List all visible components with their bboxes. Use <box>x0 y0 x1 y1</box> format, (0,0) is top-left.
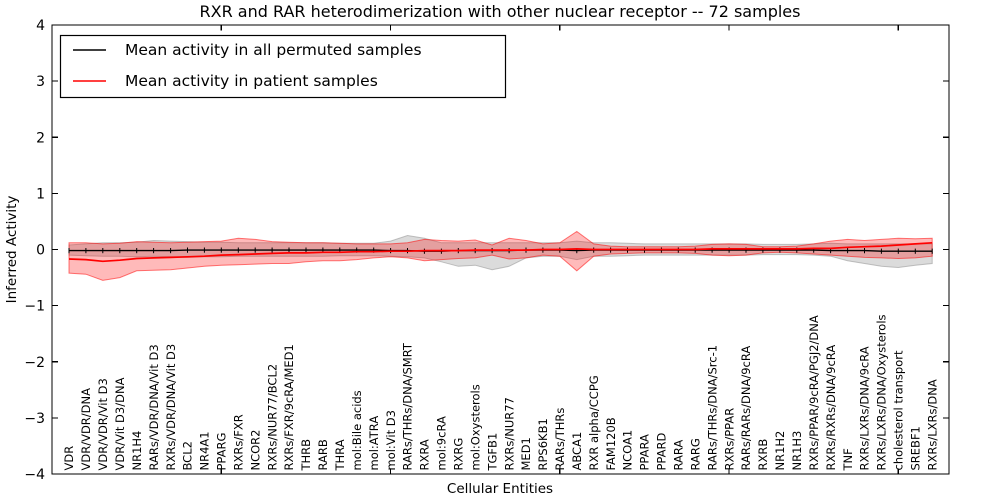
legend-label-patient: Mean activity in patient samples <box>125 72 378 90</box>
x-category-label: RARs/THRs <box>553 408 567 471</box>
x-category-label: THRA <box>333 439 347 471</box>
x-category-label: mol:ATRA <box>367 416 381 471</box>
y-tick-labels: 4 3 2 1 0 −1 −2 −3 −4 <box>24 18 45 483</box>
x-category-label: RXRs/PPAR/9cRA/PGJ2/DNA <box>807 315 821 470</box>
x-category-label: THRB <box>299 439 313 472</box>
x-category-label: RARs/RARs/DNA/9cRA <box>739 346 753 471</box>
y-tick-label: −3 <box>24 411 45 427</box>
x-category-label: TGFB1 <box>485 433 499 472</box>
x-category-label: RPS6KB1 <box>536 418 550 470</box>
x-category-label: RARB <box>316 439 330 470</box>
x-category-label: NCOA1 <box>621 430 635 471</box>
x-category-label: VDR/Vit D3/DNA <box>113 377 127 470</box>
x-category-label: RXRs/FXR <box>231 414 245 470</box>
x-category-label: NR1H4 <box>130 431 144 471</box>
chart-title: RXR and RAR heterodimerization with othe… <box>200 2 801 21</box>
x-category-label: BCL2 <box>181 441 195 470</box>
x-category-label: mol:Vit D3 <box>384 410 398 470</box>
x-category-label: cholesterol transport <box>892 350 906 470</box>
series-lines <box>68 241 933 263</box>
x-category-label: RARG <box>688 438 702 470</box>
x-category-label: mol:Oxysterols <box>468 384 482 470</box>
x-category-label: RXRs/NUR77/BCL2 <box>265 364 279 471</box>
x-category-label: NR1H3 <box>790 431 804 471</box>
x-category-label: VDR/VDR/DNA <box>79 388 93 471</box>
x-category-label: VDR/VDR/Vit D3 <box>96 378 110 470</box>
x-category-label: PPARD <box>655 433 669 471</box>
x-category-label: RXRs/PPAR <box>722 408 736 471</box>
x-category-label: VDR <box>62 446 76 471</box>
band-patient <box>68 230 933 281</box>
x-category-label: RXRB <box>756 439 770 471</box>
x-category-label: RXR alpha/CCPG <box>587 375 601 470</box>
series-line-patient <box>68 241 933 263</box>
x-category-label: RARs/THRs/DNA/Src-1 <box>705 345 719 471</box>
x-axis-label: Cellular Entities <box>447 481 553 497</box>
legend: Mean activity in all permuted samples Me… <box>59 34 507 99</box>
legend-box <box>59 34 507 99</box>
x-category-label: mol:9cRA <box>435 416 449 470</box>
x-category-label: RARA <box>672 440 686 471</box>
x-category-label: PPARG <box>215 433 229 471</box>
y-tick-label: 0 <box>36 243 45 259</box>
x-category-label: RARs/THRs/DNA/SMRT <box>401 342 415 470</box>
x-category-label: RXRs/NUR77 <box>502 397 516 470</box>
x-category-label: mol:Bile acids <box>350 390 364 470</box>
x-category-label: PPARA <box>638 434 652 471</box>
x-category-label: FAM120B <box>604 417 618 470</box>
confidence-bands <box>68 230 933 281</box>
x-category-label: RXRA <box>418 439 432 470</box>
y-axis-label: Inferred Activity <box>4 196 20 304</box>
x-category-label: NR1H2 <box>773 431 787 471</box>
x-category-label: RXRs/LXRs/DNA <box>925 379 939 470</box>
y-tick-label: −1 <box>24 299 45 315</box>
y-tick-label: 3 <box>36 74 45 90</box>
axis-ticks <box>52 24 949 475</box>
y-tick-label: 4 <box>36 18 45 34</box>
y-tick-label: −4 <box>24 467 45 483</box>
x-category-label: RXRs/LXRs/DNA/9cRA <box>858 346 872 470</box>
x-category-labels: VDR VDR/VDR/DNA VDR/VDR/Vit D3 VDR/Vit D3/D… <box>62 314 939 471</box>
x-category-label: RXRs/VDR/DNA/Vit D3 <box>164 344 178 471</box>
x-category-label: ABCA1 <box>570 432 584 471</box>
x-category-label: RXRs/FXR/9cRA/MED1 <box>282 344 296 470</box>
x-category-label: SREBF1 <box>909 426 923 470</box>
x-category-label: RARs/VDR/DNA/Vit D3 <box>147 344 161 470</box>
y-tick-label: 2 <box>36 130 45 146</box>
legend-label-permuted: Mean activity in all permuted samples <box>125 41 422 59</box>
x-category-label: RXRG <box>452 438 466 471</box>
y-tick-label: 1 <box>36 186 45 202</box>
x-category-label: NCOR2 <box>248 430 262 471</box>
x-category-label: TNF <box>841 448 855 471</box>
x-category-label: RXRs/RXRs/DNA/9cRA <box>824 345 838 471</box>
x-category-label: RXRs/LXRs/DNA/Oxysterols <box>875 314 889 470</box>
y-tick-label: −2 <box>24 355 45 371</box>
x-category-label: NR4A1 <box>198 431 212 470</box>
x-category-label: MED1 <box>519 437 533 470</box>
